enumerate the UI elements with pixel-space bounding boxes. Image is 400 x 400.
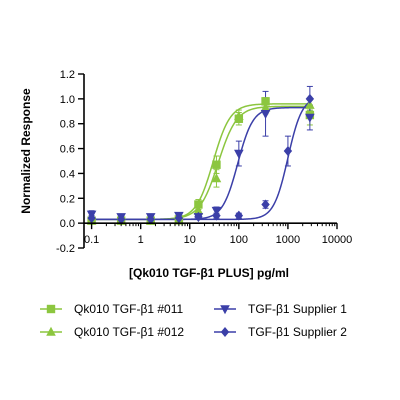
axes: [78, 73, 338, 249]
y-tick-label: -0.2: [56, 243, 75, 255]
y-tick-label: 0.4: [60, 168, 75, 180]
fit-curves: [91, 100, 312, 221]
legend-label: Qk010 TGF-β1 #012: [74, 325, 184, 339]
data-point: [260, 102, 271, 112]
data-point: [305, 93, 315, 104]
y-axis-title: Normalized Response: [19, 88, 33, 214]
y-tick-label: 0.8: [60, 119, 75, 131]
legend-marker: [220, 305, 230, 315]
x-tick-label: 0.1: [84, 234, 99, 246]
x-tick-label: 100: [230, 234, 248, 246]
legend-label: TGF-β1 Supplier 2: [248, 325, 347, 339]
x-axis-title: [Qk010 TGF-β1 PLUS] pg/ml: [129, 266, 289, 280]
y-tick-label: 1.0: [60, 94, 75, 106]
data-point: [261, 199, 270, 210]
data-point: [305, 99, 315, 109]
data-point: [261, 97, 270, 106]
x-tick-label: 10: [184, 234, 196, 246]
data-point: [212, 160, 221, 169]
legend-marker: [46, 326, 56, 336]
data-point: [234, 210, 244, 221]
y-tick-label: 0.6: [60, 144, 75, 156]
y-tick-label: 1.2: [60, 69, 75, 81]
data-point: [194, 200, 203, 209]
data-point: [212, 210, 221, 221]
data-point: [305, 113, 315, 123]
x-tick-label: 1000: [276, 234, 300, 246]
fit-curve: [91, 100, 312, 221]
legend-label: TGF-β1 Supplier 1: [248, 302, 347, 316]
data-point: [193, 205, 204, 215]
legend-marker: [46, 304, 56, 314]
data-point: [234, 149, 244, 159]
x-tick-label: 10000: [322, 234, 353, 246]
data-point: [211, 173, 222, 183]
y-tick-label: 0.0: [60, 218, 75, 230]
data-point: [116, 214, 126, 225]
legend-label: Qk010 TGF-β1 #011: [74, 302, 184, 316]
tick-labels: -0.2 0.0 0.2 0.4 0.6 0.8 1.0 1.2 0.1 1 10 100 1000 10…: [56, 69, 352, 255]
legend-marker: [220, 327, 230, 337]
x-tick-label: 1: [138, 234, 144, 246]
data-point: [194, 211, 203, 222]
y-tick-label: 0.2: [60, 193, 75, 205]
data-point: [146, 214, 155, 225]
data-point: [234, 111, 244, 121]
data-point: [283, 146, 293, 157]
data-point: [260, 109, 271, 119]
data-point: [87, 213, 96, 224]
data-point: [174, 213, 184, 224]
data-points: [86, 93, 315, 225]
legend: Qk010 TGF-β1 #011 Qk010 TGF-β1 #012 TGF-β1…: [40, 302, 347, 339]
